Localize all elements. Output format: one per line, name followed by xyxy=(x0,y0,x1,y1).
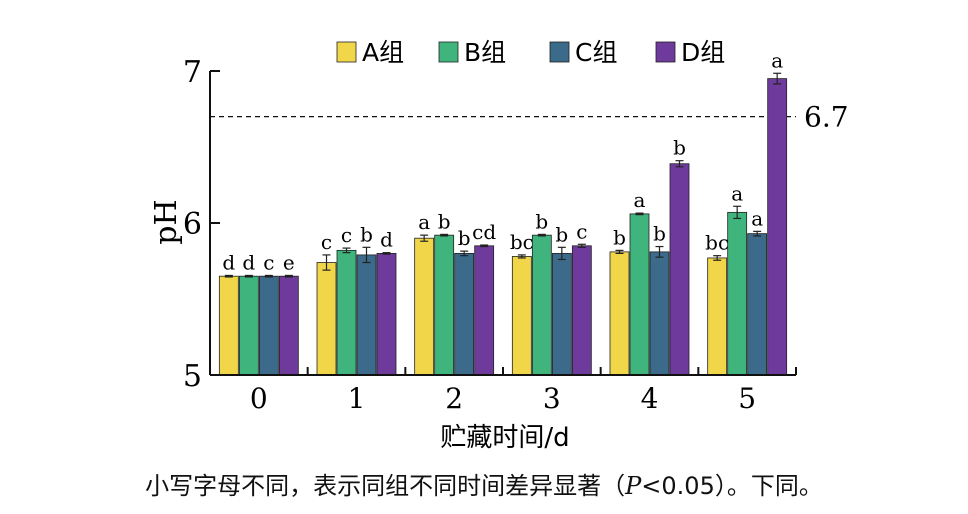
axes-group: 5 6 7 0 1 2 3 4 5 xyxy=(183,55,797,415)
bar xyxy=(316,262,337,376)
bar xyxy=(258,275,279,376)
significance-letter: b xyxy=(535,209,548,233)
caption-p-symbol: P xyxy=(625,472,642,500)
legend-swatch xyxy=(655,41,676,63)
caption-text-after: <0.05）。下同。 xyxy=(641,472,823,500)
bar xyxy=(727,211,748,376)
significance-letter: cd xyxy=(472,220,496,244)
bar xyxy=(434,234,455,376)
figure-caption: 小写字母不同，表示同组不同时间差异显著（P<0.05）。下同。 xyxy=(0,466,968,501)
bar xyxy=(609,251,630,376)
significance-letter: c xyxy=(263,250,274,274)
significance-letter: b xyxy=(458,226,471,250)
significance-letter: d xyxy=(380,228,393,252)
bar xyxy=(629,213,650,376)
bar xyxy=(336,249,357,376)
legend-swatch xyxy=(336,41,357,63)
significance-letter: b xyxy=(613,225,626,249)
legend-label: B组 xyxy=(464,38,506,67)
significance-letter: a xyxy=(731,181,743,205)
legend-swatch xyxy=(549,41,570,63)
bar xyxy=(238,275,259,376)
significance-letter: c xyxy=(321,230,332,254)
legend-label: C组 xyxy=(575,38,617,67)
x-tick-label: 4 xyxy=(641,382,659,415)
bar xyxy=(571,245,592,376)
significance-letter: a xyxy=(771,48,783,72)
y-tick-label: 6 xyxy=(183,207,202,242)
bar xyxy=(551,252,572,376)
y-tick-label: 7 xyxy=(183,55,202,90)
significance-letter: e xyxy=(283,250,295,274)
y-axis-label: pH xyxy=(149,199,184,244)
significance-letter: c xyxy=(576,219,587,243)
x-tick-label: 3 xyxy=(543,382,561,415)
bar xyxy=(747,233,768,376)
bar xyxy=(356,254,377,376)
significance-letter: a xyxy=(418,210,430,234)
x-axis-label: 贮藏时间/d xyxy=(440,423,569,453)
bar xyxy=(474,245,495,376)
y-tick-label: 5 xyxy=(183,359,202,394)
bar xyxy=(531,234,552,376)
bar xyxy=(649,251,670,376)
x-tick-label: 1 xyxy=(348,382,366,415)
bar xyxy=(511,256,532,376)
x-tick-label: 5 xyxy=(738,382,756,415)
significance-letter: a xyxy=(751,206,763,230)
x-tick-label: 0 xyxy=(250,382,268,415)
bar xyxy=(767,78,788,376)
significance-letter: bc xyxy=(705,231,729,255)
significance-letter: d xyxy=(242,250,255,274)
bar xyxy=(278,275,299,376)
significance-letter: b xyxy=(673,136,686,160)
legend-label: D组 xyxy=(681,38,725,67)
significance-letter: c xyxy=(341,223,352,247)
significance-letter: b xyxy=(360,222,373,246)
legend-label: A组 xyxy=(362,38,404,67)
reference-line-label: 6.7 xyxy=(804,101,849,134)
significance-letter: d xyxy=(222,250,235,274)
bar xyxy=(669,163,690,376)
bar xyxy=(218,275,239,376)
caption-text-before: 小写字母不同，表示同组不同时间差异显著（ xyxy=(145,472,626,500)
reference-line-group: 6.7 xyxy=(210,101,849,134)
significance-letter: b xyxy=(653,222,666,246)
bar xyxy=(707,257,728,376)
bar xyxy=(414,237,435,376)
significance-letter: a xyxy=(634,188,646,212)
significance-letter: b xyxy=(555,222,568,246)
bar xyxy=(454,252,475,376)
legend-swatch xyxy=(438,41,459,63)
legend: A组 B组 C组 D组 xyxy=(336,38,725,67)
significance-letter: b xyxy=(438,209,451,233)
significance-letter: bc xyxy=(510,230,534,254)
x-tick-label: 2 xyxy=(445,382,463,415)
bar xyxy=(376,252,397,376)
